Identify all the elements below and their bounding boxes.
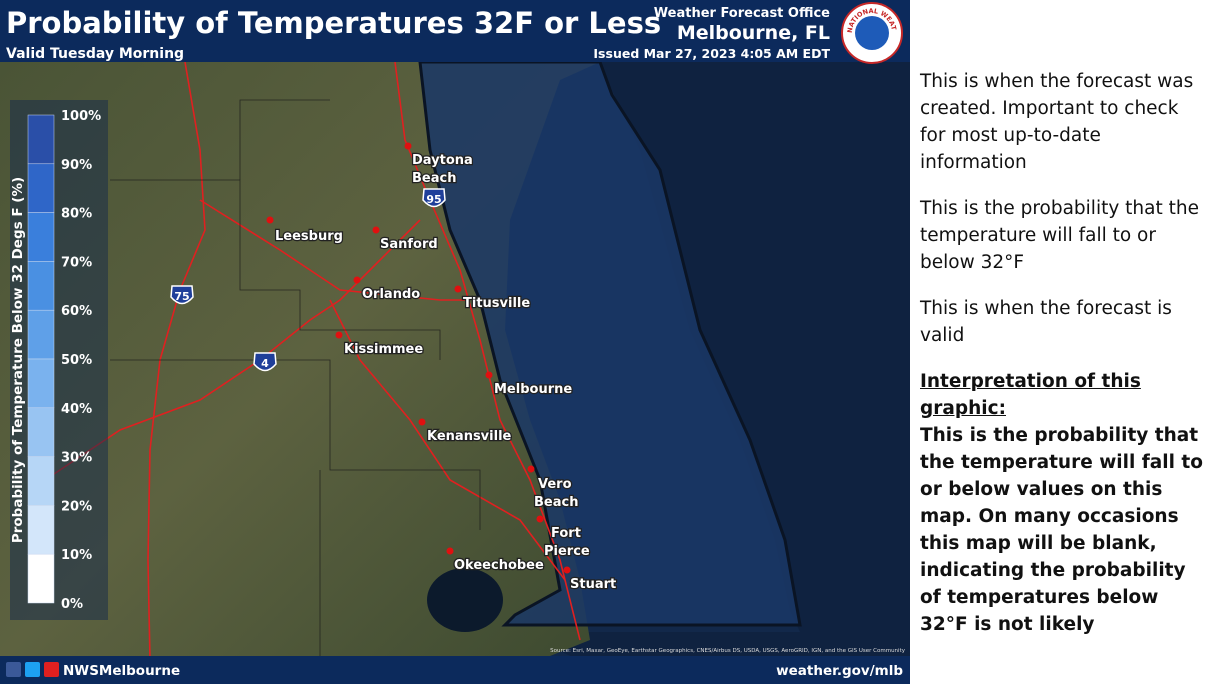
office-location: Melbourne, FL <box>677 22 830 44</box>
legend-swatch <box>27 212 55 262</box>
legend-label: 20% <box>61 499 92 514</box>
legend-swatch <box>27 456 55 506</box>
legend-swatch <box>27 553 55 604</box>
marine-zone <box>418 60 802 627</box>
lake-okeechobee <box>427 568 503 632</box>
city-label: Pierce <box>544 544 590 559</box>
city-dot <box>563 566 571 574</box>
issued-time: Issued Mar 27, 2023 4:05 AM EDT <box>593 46 830 61</box>
interstate-number: 95 <box>426 193 441 206</box>
city-dot <box>485 371 493 379</box>
legend-swatch <box>27 309 55 360</box>
twitter-icon[interactable] <box>25 662 40 677</box>
footer-url: weather.gov/mlb <box>776 663 903 679</box>
city-dot <box>335 331 343 339</box>
city-label: Sanford <box>380 237 438 252</box>
legend-swatch <box>27 407 55 457</box>
social-handle: NWSMelbourne <box>63 663 180 679</box>
city-label: Stuart <box>570 577 616 592</box>
legend-label: 100% <box>61 109 101 124</box>
legend-axis-label: Probability of Temperature Below 32 Degs… <box>10 177 26 543</box>
cities: Daytona Beach Leesburg Sanford Orlando Titusv… <box>170 142 617 593</box>
nws-logo-inner <box>855 16 889 50</box>
city-dot <box>418 418 426 426</box>
facebook-icon[interactable] <box>6 662 21 677</box>
footer-bar <box>0 656 910 684</box>
city-label: Beach <box>534 495 578 510</box>
interstate-shield <box>170 285 194 305</box>
header-bar <box>0 0 910 62</box>
interpretation-text: This is the probability that the tempera… <box>920 425 1203 635</box>
city-label: Titusville <box>463 296 530 311</box>
interstate-shield <box>253 352 277 372</box>
legend-swatch <box>27 261 55 311</box>
issued-note: This is when the forecast was created. I… <box>920 71 1194 173</box>
legend-label: 90% <box>61 158 92 173</box>
legend: Probability of Temperature Below 32 Degs… <box>10 100 108 620</box>
legend-label: 40% <box>61 402 92 417</box>
legend-swatch <box>27 163 55 213</box>
interstate-number: 4 <box>261 357 269 370</box>
youtube-icon[interactable] <box>44 662 59 677</box>
city-label: Beach <box>412 171 456 186</box>
city-label: Daytona <box>412 153 473 168</box>
city-label: Melbourne <box>494 382 572 397</box>
legend-swatch <box>27 114 55 165</box>
legend-label: 0% <box>61 597 83 612</box>
legend-label: 60% <box>61 304 92 319</box>
city-dot <box>527 465 535 473</box>
city-dot <box>266 216 274 224</box>
legend-label: 10% <box>61 548 92 563</box>
city-dot <box>353 276 361 284</box>
legend-panel <box>10 100 108 620</box>
city-dot <box>536 515 544 523</box>
legend-label: 50% <box>61 353 92 368</box>
map-graphic: Probability of Temperatures 32F or Less … <box>0 0 910 684</box>
map-source: Source: Esri, Maxar, GeoEye, Earthstar G… <box>550 648 906 654</box>
annotations: This is when the forecast was created. I… <box>920 68 1208 638</box>
subtitle: Valid Tuesday Morning <box>6 46 184 62</box>
city-label: Kenansville <box>427 429 512 444</box>
roads <box>29 61 581 661</box>
legend-swatch <box>27 358 55 409</box>
city-label: Okeechobee <box>454 558 544 573</box>
city-dot <box>372 226 380 234</box>
city-dot <box>454 285 462 293</box>
legend-swatch <box>27 505 55 555</box>
city-dot <box>404 142 412 150</box>
legend-label: 80% <box>61 207 92 222</box>
city-label: Orlando <box>362 287 420 302</box>
valid-note: This is when the forecast is valid <box>920 298 1172 346</box>
interstate-number: 75 <box>174 290 189 303</box>
city-label: Fort <box>551 526 581 541</box>
city-dot <box>446 547 454 555</box>
legend-label: 30% <box>61 451 92 466</box>
city-label: Vero <box>538 477 572 492</box>
probability-note: This is the probability that the tempera… <box>920 198 1199 273</box>
office-name: Weather Forecast Office <box>654 6 830 21</box>
title: Probability of Temperatures 32F or Less <box>6 6 661 40</box>
legend-label: 70% <box>61 255 92 270</box>
interstate-shield <box>422 188 446 208</box>
interpretation-heading: Interpretation of this graphic: <box>920 371 1141 419</box>
city-label: Leesburg <box>275 229 343 244</box>
city-label: Kissimmee <box>344 342 423 357</box>
